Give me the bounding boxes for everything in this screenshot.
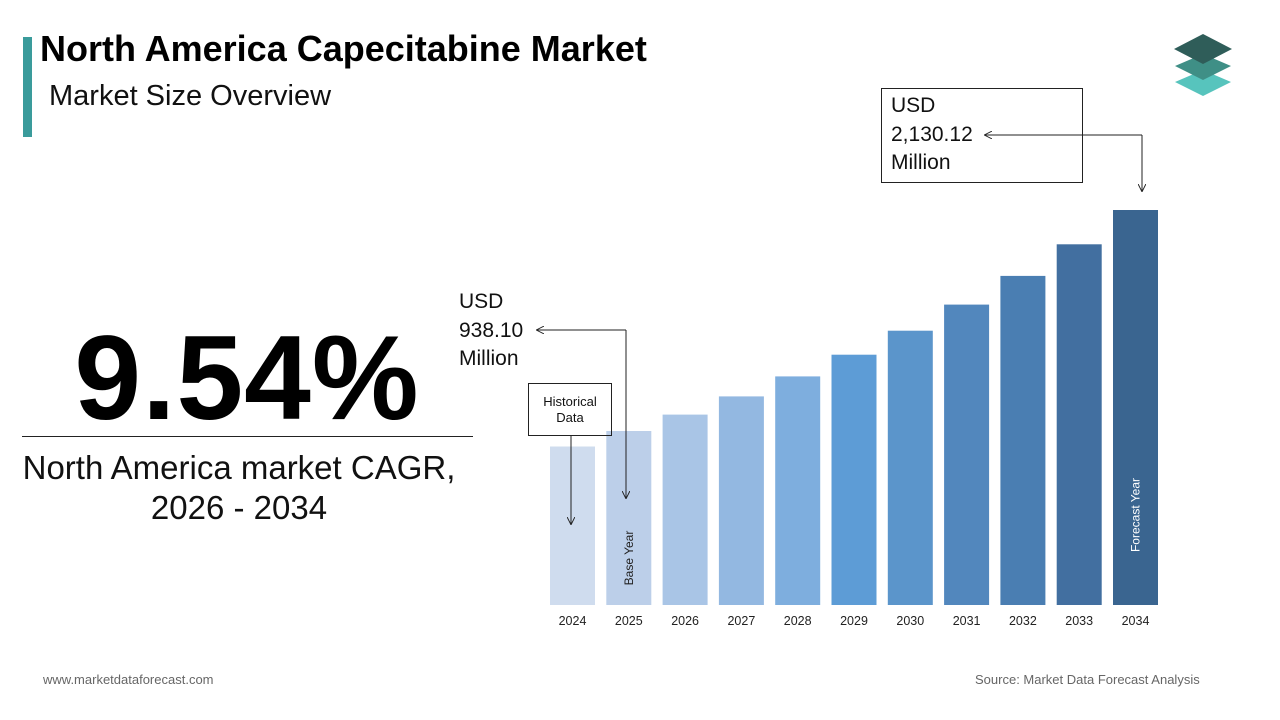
title-accent-bar [23,37,32,137]
x-tick-label-2033: 2033 [1065,614,1093,628]
callout-start-amount: 938.10 [459,318,524,342]
callout-end-value: USD 2,130.12 Million [881,88,1083,183]
page-subtitle: Market Size Overview [49,80,332,112]
x-tick-label-2029: 2029 [840,614,868,628]
callout-start-currency: USD [459,290,504,313]
bar-inner-label-2025: Base Year [622,531,636,586]
source-note: Source: Market Data Forecast Analysis [975,672,1200,687]
bar-2032 [1000,275,1046,605]
x-tick-label-2028: 2028 [784,614,812,628]
callout-end-currency: USD [891,94,936,117]
x-tick-label-2031: 2031 [953,614,981,628]
callout-start-value: USD 938.10 Million [459,288,523,374]
page-title: North America Capecitabine Market [40,28,647,69]
cagr-caption: North America market CAGR, 2026 - 2034 [0,448,478,528]
cagr-value: 9.54% [74,311,420,445]
cagr-caption-line-2: 2026 - 2034 [150,489,328,526]
callout-end-amount: 2,130.12 [891,122,973,146]
bar-2024 [550,446,595,605]
cagr-caption-line-1: North America market CAGR, [22,449,456,486]
historical-label-line-1: Historical [543,393,597,409]
historical-label-line-2: Data [556,409,584,425]
callout-start-unit: Million [459,347,519,370]
website-link[interactable]: www.marketdataforecast.com [43,672,214,687]
x-tick-label-2030: 2030 [896,614,924,628]
brand-logo-icon [1174,34,1232,96]
bar-2030 [887,330,933,605]
bar-inner-label-2034: Forecast Year [1129,478,1143,552]
bar-2031 [944,304,990,605]
bar-2029 [831,354,877,605]
bar-2025 [606,431,652,605]
x-tick-label-2026: 2026 [671,614,699,628]
bar-2034 [1113,210,1158,605]
historical-data-box: Historical Data [528,383,612,436]
x-tick-label-2034: 2034 [1122,614,1150,628]
x-tick-label-2032: 2032 [1009,614,1037,628]
x-tick-label-2025: 2025 [615,614,643,628]
cagr-divider [22,436,473,437]
x-tick-label-2024: 2024 [559,614,587,628]
bar-2026 [662,414,708,605]
bar-2033 [1056,244,1102,606]
x-tick-label-2027: 2027 [727,614,755,628]
callout-end-unit: Million [891,151,951,174]
bar-2027 [718,396,764,605]
bar-2028 [775,376,821,605]
